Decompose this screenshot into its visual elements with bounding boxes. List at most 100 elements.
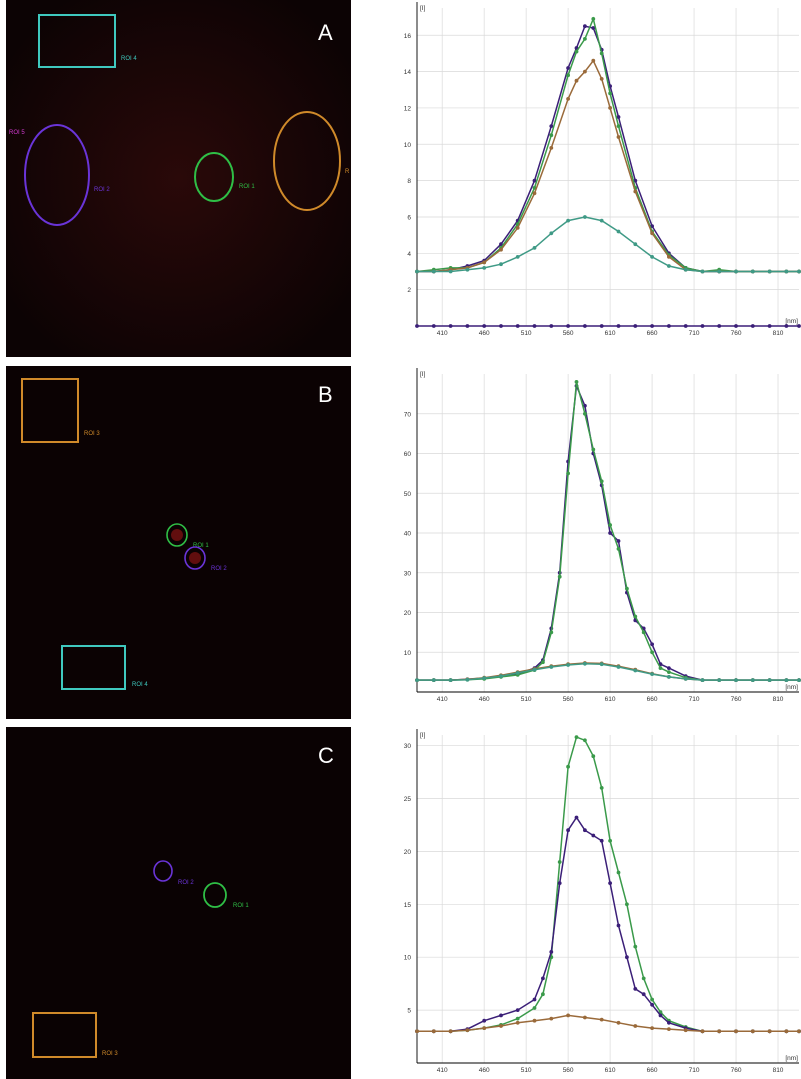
- x-tick-label: 560: [563, 1067, 574, 1074]
- series-point-a-0: [566, 66, 570, 70]
- x-axis-unit-label: [nm]: [785, 1055, 798, 1062]
- series-point-a-4: [515, 324, 520, 328]
- series-point-b-1: [557, 574, 562, 579]
- series-point-c-1: [532, 997, 537, 1002]
- series-point-a-3: [566, 218, 570, 223]
- series-point-c-2: [650, 1026, 654, 1030]
- series-point-a-3: [767, 269, 772, 274]
- series-point-b-1: [541, 660, 545, 665]
- y-tick-label: 15: [404, 902, 412, 909]
- series-point-a-3: [683, 267, 688, 272]
- series-point-c-1: [625, 955, 629, 960]
- y-tick-label: 25: [404, 796, 412, 803]
- series-point-a-4: [616, 324, 621, 328]
- series-point-c-2: [482, 1026, 487, 1030]
- series-point-c-2: [515, 1020, 520, 1025]
- x-tick-label: 410: [437, 330, 448, 337]
- series-point-a-1: [566, 73, 570, 78]
- series-point-b-3: [532, 667, 537, 672]
- series-point-c-2: [633, 1024, 638, 1028]
- series-point-a-3: [465, 267, 470, 272]
- series-point-a-4: [549, 324, 554, 328]
- plot-area-a: [417, 8, 799, 326]
- series-point-b-3: [549, 665, 554, 669]
- series-point-a-4: [633, 324, 638, 328]
- series-point-a-3: [717, 269, 722, 274]
- series-point-a-4: [532, 324, 537, 328]
- y-tick-label: 10: [404, 142, 412, 149]
- x-tick-label: 810: [773, 330, 784, 337]
- series-point-c-1: [591, 833, 596, 838]
- series-point-a-0: [583, 24, 587, 29]
- series-point-c-0: [574, 735, 579, 739]
- y-tick-label: 30: [404, 570, 412, 577]
- series-point-c-2: [717, 1029, 722, 1034]
- x-tick-label: 560: [563, 330, 574, 337]
- series-point-b-3: [767, 678, 772, 682]
- panel-letter-c: C: [318, 743, 334, 768]
- series-point-a-3: [734, 269, 738, 274]
- series-point-b-3: [515, 671, 520, 675]
- series-point-b-3: [431, 678, 436, 682]
- y-tick-label: 20: [404, 849, 412, 856]
- series-point-a-2: [608, 106, 612, 110]
- series-point-a-3: [583, 215, 587, 219]
- series-point-b-0: [608, 531, 612, 535]
- spectrum-chart-a-svg: 410 460 510 560 610 660 710 760 810246810121416[…: [404, 2, 801, 337]
- series-point-a-4: [599, 324, 604, 328]
- series-point-b-3: [415, 678, 419, 682]
- series-point-a-4: [750, 324, 755, 328]
- series-point-a-4: [499, 324, 503, 328]
- x-tick-label: 760: [731, 696, 742, 703]
- y-tick-label: 14: [404, 69, 412, 76]
- series-point-b-1: [625, 586, 629, 591]
- panel-letter-a: A: [318, 20, 333, 45]
- series-point-a-4: [797, 324, 801, 328]
- series-point-a-4: [717, 324, 722, 328]
- series-point-b-3: [599, 662, 604, 667]
- series-point-c-1: [616, 923, 621, 928]
- x-tick-label: 710: [689, 330, 700, 337]
- series-point-b-1: [650, 650, 654, 655]
- series-point-c-1: [608, 881, 612, 885]
- series-point-a-3: [784, 269, 789, 274]
- series-point-a-2: [599, 77, 604, 81]
- series-point-b-3: [566, 663, 570, 667]
- series-point-a-3: [750, 269, 755, 274]
- y-tick-label: 6: [407, 214, 411, 221]
- x-tick-label: 810: [773, 696, 784, 703]
- series-point-c-1: [599, 838, 604, 843]
- x-tick-label: 560: [563, 696, 574, 703]
- series-point-a-2: [591, 58, 596, 63]
- spectrum-chart-b-svg: 410 460 510 560 610 660 710 760 810 10 20 30 40 50 60 7…: [404, 368, 801, 703]
- x-tick-label: 710: [689, 696, 700, 703]
- y-tick-label: 16: [404, 33, 412, 40]
- series-point-a-3: [667, 264, 671, 268]
- series-point-a-4: [650, 324, 654, 328]
- y-tick-label: 60: [404, 451, 412, 458]
- series-point-b-1: [658, 666, 663, 670]
- series-point-b-1: [599, 479, 604, 484]
- series-point-a-3: [499, 262, 503, 267]
- series-point-c-0: [532, 1006, 537, 1010]
- series-point-c-1: [658, 1013, 663, 1018]
- y-tick-label: 2: [407, 287, 411, 294]
- series-point-a-4: [784, 324, 789, 328]
- series-point-b-3: [482, 676, 487, 680]
- y-tick-label: 10: [404, 650, 412, 657]
- series-point-c-2: [499, 1024, 503, 1028]
- series-point-a-3: [515, 255, 520, 259]
- y-tick-label: 8: [407, 178, 411, 185]
- roi-b-1-label: ROI 1: [193, 543, 209, 549]
- series-point-a-3: [549, 231, 554, 236]
- y-tick-label: 5: [407, 1008, 411, 1015]
- roi-a-1-shape: [194, 152, 234, 202]
- series-point-c-2: [549, 1016, 554, 1021]
- series-point-a-3: [448, 269, 453, 274]
- series-point-b-1: [641, 630, 646, 635]
- roi-b-1-shape: [166, 523, 188, 547]
- series-point-a-0: [549, 124, 554, 128]
- series-point-c-1: [574, 815, 579, 820]
- micrograph-c-background: [6, 727, 351, 1079]
- micrograph-a-background: [6, 0, 351, 357]
